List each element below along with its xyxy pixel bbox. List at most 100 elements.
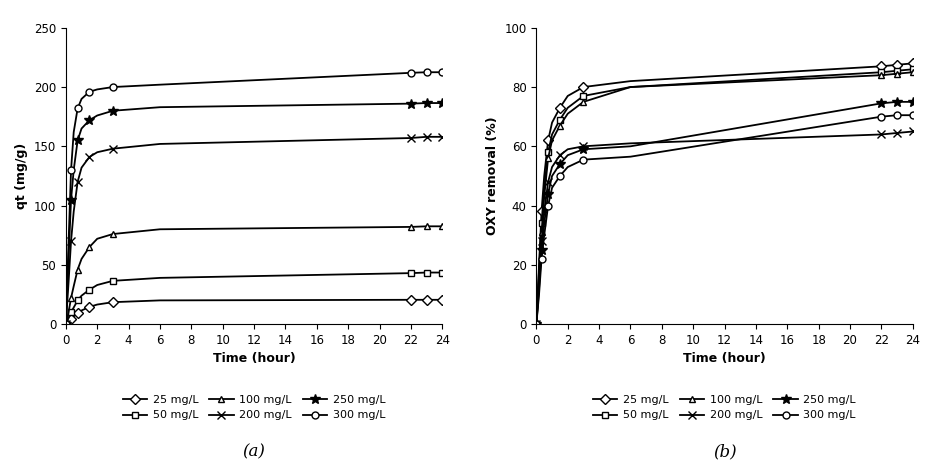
25 mg/L	[84, 304, 95, 310]
300 mg/L	[421, 69, 432, 75]
200 mg/L	[91, 150, 103, 155]
200 mg/L	[63, 280, 74, 285]
200 mg/L	[531, 321, 542, 327]
250 mg/L	[876, 100, 887, 106]
300 mg/L	[538, 232, 550, 238]
200 mg/L	[907, 129, 918, 134]
25 mg/L	[562, 93, 573, 99]
100 mg/L	[107, 231, 119, 237]
200 mg/L	[60, 321, 72, 327]
250 mg/L	[547, 173, 558, 179]
50 mg/L	[531, 321, 542, 327]
50 mg/L	[91, 282, 103, 288]
250 mg/L	[534, 286, 545, 291]
Line: 250 mg/L: 250 mg/L	[532, 97, 917, 329]
200 mg/L	[578, 144, 589, 149]
200 mg/L	[68, 209, 79, 214]
25 mg/L	[907, 61, 918, 66]
250 mg/L	[535, 247, 547, 253]
300 mg/L	[625, 154, 636, 159]
50 mg/L	[76, 293, 88, 299]
300 mg/L	[907, 113, 918, 118]
50 mg/L	[68, 305, 79, 310]
300 mg/L	[72, 106, 84, 111]
Line: 200 mg/L: 200 mg/L	[62, 133, 446, 328]
100 mg/L	[625, 84, 636, 90]
100 mg/L	[538, 194, 550, 200]
200 mg/L	[421, 134, 432, 140]
250 mg/L	[531, 321, 542, 327]
300 mg/L	[91, 87, 103, 92]
50 mg/L	[876, 69, 887, 75]
300 mg/L	[535, 256, 547, 262]
300 mg/L	[534, 292, 545, 297]
50 mg/L	[72, 298, 84, 303]
250 mg/L	[154, 105, 166, 110]
Line: 50 mg/L: 50 mg/L	[533, 66, 917, 327]
300 mg/L	[68, 129, 79, 135]
250 mg/L	[91, 113, 103, 118]
25 mg/L	[531, 321, 542, 327]
300 mg/L	[406, 70, 417, 75]
300 mg/L	[84, 89, 95, 94]
100 mg/L	[907, 69, 918, 75]
250 mg/L	[554, 161, 566, 167]
Line: 300 mg/L: 300 mg/L	[62, 69, 446, 327]
25 mg/L	[554, 105, 566, 111]
100 mg/L	[531, 321, 542, 327]
250 mg/L	[406, 101, 417, 106]
Legend: 25 mg/L, 50 mg/L, 100 mg/L, 200 mg/L, 250 mg/L, 300 mg/L: 25 mg/L, 50 mg/L, 100 mg/L, 200 mg/L, 25…	[593, 395, 856, 420]
200 mg/L	[891, 130, 902, 136]
250 mg/L	[63, 256, 74, 262]
X-axis label: Time (hour): Time (hour)	[683, 352, 766, 365]
250 mg/L	[84, 118, 95, 123]
Y-axis label: OXY removal (%): OXY removal (%)	[486, 117, 499, 235]
50 mg/L	[907, 67, 918, 72]
300 mg/L	[891, 113, 902, 118]
250 mg/L	[107, 108, 119, 113]
250 mg/L	[65, 197, 77, 202]
300 mg/L	[107, 84, 119, 90]
25 mg/L	[535, 209, 547, 214]
300 mg/L	[437, 69, 448, 75]
25 mg/L	[578, 84, 589, 90]
25 mg/L	[72, 311, 84, 316]
300 mg/L	[578, 157, 589, 163]
250 mg/L	[437, 100, 448, 106]
200 mg/L	[538, 209, 550, 214]
100 mg/L	[547, 138, 558, 143]
300 mg/L	[876, 114, 887, 119]
50 mg/L	[107, 278, 119, 284]
100 mg/L	[891, 71, 902, 76]
25 mg/L	[60, 321, 72, 327]
Line: 100 mg/L: 100 mg/L	[62, 223, 446, 327]
50 mg/L	[554, 117, 566, 122]
100 mg/L	[421, 224, 432, 229]
Legend: 25 mg/L, 50 mg/L, 100 mg/L, 200 mg/L, 250 mg/L, 300 mg/L: 25 mg/L, 50 mg/L, 100 mg/L, 200 mg/L, 25…	[122, 395, 386, 420]
300 mg/L	[76, 96, 88, 102]
50 mg/L	[65, 309, 77, 315]
100 mg/L	[72, 267, 84, 272]
Line: 50 mg/L: 50 mg/L	[62, 269, 446, 327]
25 mg/L	[437, 297, 448, 303]
300 mg/L	[63, 241, 74, 246]
200 mg/L	[107, 146, 119, 151]
250 mg/L	[72, 138, 84, 143]
Line: 25 mg/L: 25 mg/L	[62, 296, 446, 327]
200 mg/L	[547, 164, 558, 170]
100 mg/L	[554, 123, 566, 128]
25 mg/L	[625, 78, 636, 84]
200 mg/L	[76, 165, 88, 170]
300 mg/L	[554, 173, 566, 179]
250 mg/L	[562, 152, 573, 158]
100 mg/L	[76, 256, 88, 262]
50 mg/L	[154, 275, 166, 281]
50 mg/L	[562, 105, 573, 111]
250 mg/L	[68, 167, 79, 173]
Line: 300 mg/L: 300 mg/L	[533, 112, 917, 327]
X-axis label: Time (hour): Time (hour)	[213, 352, 295, 365]
300 mg/L	[65, 167, 77, 173]
50 mg/L	[437, 270, 448, 275]
200 mg/L	[406, 135, 417, 141]
50 mg/L	[891, 68, 902, 74]
